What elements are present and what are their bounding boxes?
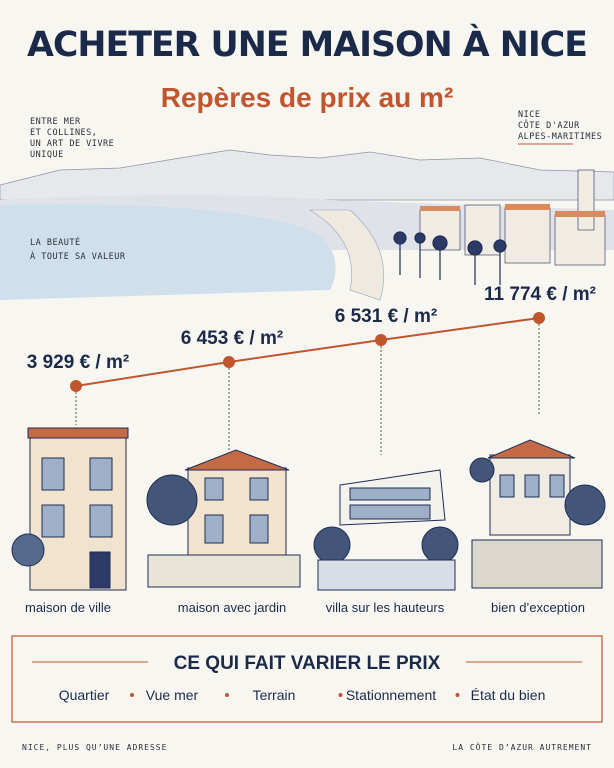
footer-right: LA CÔTE D’AZUR AUTREMENT bbox=[452, 741, 592, 752]
separator-dot bbox=[225, 693, 229, 697]
property-label: maison avec jardin bbox=[178, 600, 286, 615]
beauty-line: LA BEAUTÉ bbox=[30, 236, 81, 248]
factor: Terrain bbox=[253, 687, 296, 703]
property-label: maison de ville bbox=[25, 600, 111, 615]
separator-dot bbox=[455, 693, 460, 697]
landscape bbox=[0, 149, 614, 301]
tagline-line: ALPES-MARITIMES bbox=[518, 132, 602, 142]
price: 6 531 € / m² bbox=[335, 306, 437, 327]
price-dot bbox=[223, 356, 235, 368]
tagline-line: ENTRE MER bbox=[30, 117, 81, 127]
beauty-line: À TOUTE SA VALEUR bbox=[30, 250, 126, 262]
property-label: villa sur les hauteurs bbox=[326, 600, 445, 615]
beauty-text: LA BEAUTÉ À TOUTE SA VALEUR bbox=[30, 236, 126, 262]
factors-box bbox=[11, 635, 603, 723]
tagline-line: NICE bbox=[518, 110, 540, 120]
factor: Vue mer bbox=[146, 687, 199, 703]
price-line bbox=[75, 317, 540, 387]
footer-left: NICE, PLUS QU’UNE ADRESSE bbox=[22, 743, 167, 752]
tagline-line: ET COLLINES, bbox=[30, 128, 97, 138]
factors-title: CE QUI FAIT VARIER LE PRIX bbox=[174, 653, 441, 674]
price-dot bbox=[533, 312, 545, 324]
tagline-line: UN ART DE VIVRE bbox=[30, 139, 114, 149]
illustrations bbox=[11, 427, 606, 591]
property-label: bien d’exception bbox=[491, 600, 585, 615]
title: ACHETER UNE MAISON À NICE bbox=[27, 23, 587, 65]
tagline-line: CÔTE D'AZUR bbox=[518, 119, 580, 131]
separator-dot bbox=[130, 693, 134, 697]
separator-dot bbox=[338, 693, 343, 697]
tagline-line: UNIQUE bbox=[30, 150, 64, 160]
price-dot bbox=[375, 334, 387, 346]
factor: État du bien bbox=[471, 687, 546, 703]
price: 3 929 € / m² bbox=[27, 352, 129, 373]
subtitle: Repères de prix au m² bbox=[161, 82, 454, 113]
price: 6 453 € / m² bbox=[181, 328, 283, 349]
properties: 3 929 € / m² maison de ville 6 453 € / m² m… bbox=[25, 284, 596, 615]
price: 11 774 € / m² bbox=[484, 284, 596, 305]
factor: Stationnement bbox=[346, 687, 436, 703]
factors-items: Quartier Vue mer Terrain Stationnement État … bbox=[59, 687, 546, 703]
factor: Quartier bbox=[59, 687, 110, 703]
price-dot bbox=[70, 380, 82, 392]
